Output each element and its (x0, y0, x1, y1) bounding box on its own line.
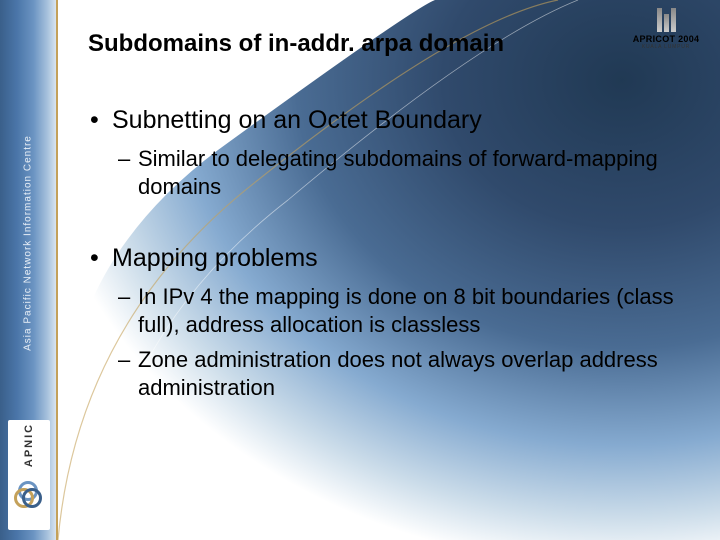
slide-title: Subdomains of in-addr. arpa domain (88, 30, 680, 58)
sidebar: Asia Pacific Network Information Centre … (0, 0, 58, 540)
bullet-level2: Zone administration does not always over… (88, 346, 680, 401)
apricot-logo: APRICOT 2004 KUALA LUMPUR (626, 8, 706, 66)
towers-icon (656, 8, 677, 32)
bullet-level2: In IPv 4 the mapping is done on 8 bit bo… (88, 283, 680, 338)
apricot-logo-line1: APRICOT 2004 (626, 34, 706, 44)
apricot-logo-line2: KUALA LUMPUR (626, 44, 706, 50)
spacer (88, 208, 680, 244)
bullet-level2: Similar to delegating subdomains of forw… (88, 145, 680, 200)
slide: Asia Pacific Network Information Centre … (0, 0, 720, 540)
apnic-logo-text: APNIC (23, 423, 35, 467)
main-content-area: APRICOT 2004 KUALA LUMPUR Subdomains of … (58, 0, 720, 540)
bullet-level1: Mapping problems (88, 244, 680, 273)
content: Subdomains of in-addr. arpa domain Subne… (58, 0, 720, 429)
apnic-logo-rings-icon (14, 481, 44, 511)
sidebar-vertical-text: Asia Pacific Network Information Centre (23, 135, 34, 351)
bullet-level1: Subnetting on an Octet Boundary (88, 106, 680, 135)
apnic-logo: APNIC (8, 420, 50, 530)
